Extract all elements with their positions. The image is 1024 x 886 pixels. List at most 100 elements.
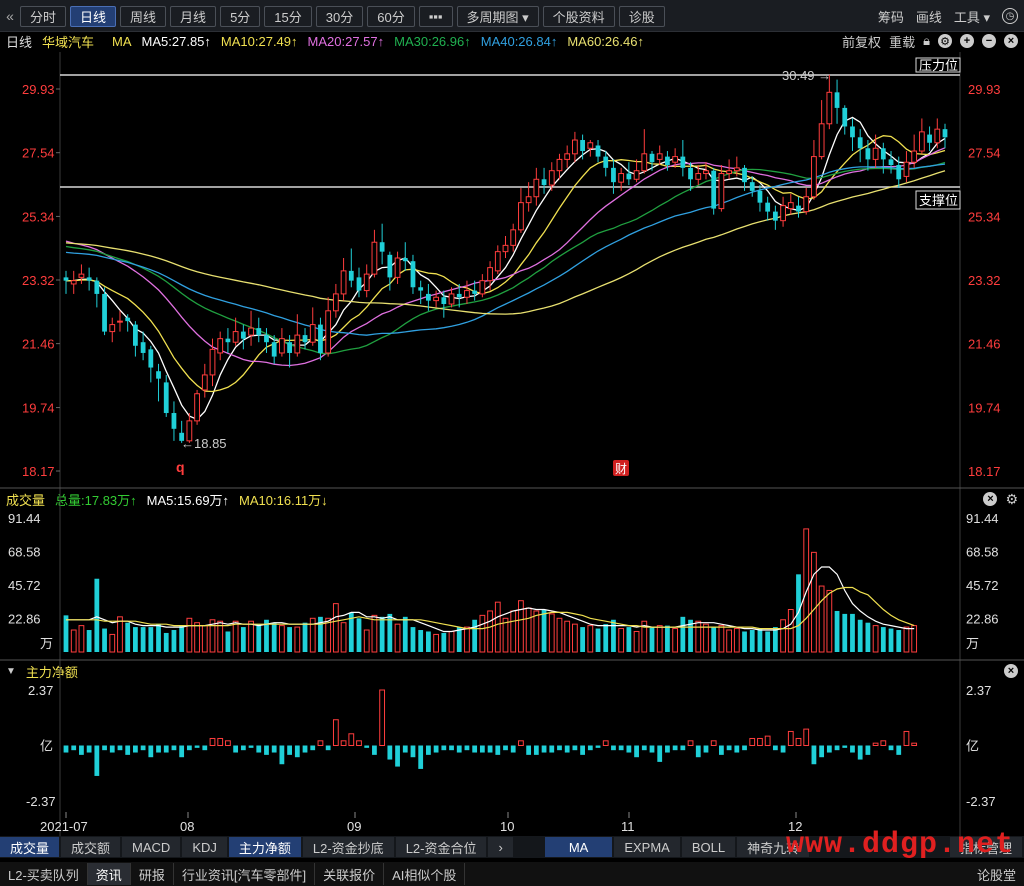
indicator-tab-5[interactable]: L2-资金抄底: [302, 837, 394, 857]
info-tab-2[interactable]: 研报: [131, 863, 174, 885]
period-button-0[interactable]: 分时: [20, 5, 67, 27]
stock-name[interactable]: 华域汽车: [42, 34, 95, 50]
volume-bar: [556, 617, 563, 653]
volume-ma5: MA5:15.69万↑: [146, 492, 230, 508]
volume-bar: [371, 614, 378, 653]
support-label: 支撑位: [919, 193, 958, 208]
flow-bar: [125, 745, 131, 755]
volume-tick-left: 91.44: [8, 511, 41, 526]
candle-body: [726, 170, 732, 175]
candle-body: [148, 349, 154, 368]
period-button-11[interactable]: 诊股: [618, 5, 665, 27]
adjust-mode-button[interactable]: 前复权: [842, 34, 882, 50]
period-button-1[interactable]: 日线: [70, 5, 117, 27]
info-tab-6[interactable]: 论股堂: [976, 867, 1016, 883]
info-tab-1[interactable]: 资讯: [87, 863, 131, 885]
flow-bar: [888, 745, 894, 751]
indicator-name[interactable]: MA: [112, 33, 132, 49]
flow-close-icon[interactable]: ×: [1004, 664, 1018, 678]
period-button-10[interactable]: 个股资料: [542, 5, 615, 27]
toolbar-draw-button[interactable]: 画线: [915, 9, 942, 25]
volume-tick-left: 68.58: [8, 545, 41, 560]
flow-title[interactable]: 主力净额: [25, 664, 78, 680]
kline-chart-area[interactable]: 29.93 29.93 27.54 27.54 25.34 25.34 23.32 23.32…: [0, 0, 1024, 836]
indicator-tab-9[interactable]: EXPMA: [614, 837, 680, 857]
volume-bar: [880, 627, 886, 652]
volume-bar: [587, 625, 594, 653]
indicator-tab-3[interactable]: KDJ: [182, 837, 227, 857]
volume-title[interactable]: 成交量: [6, 492, 46, 508]
volume-bar: [287, 627, 292, 652]
flow-bar: [148, 745, 154, 758]
candle-body: [556, 158, 563, 172]
period-button-4[interactable]: 5分: [220, 5, 261, 27]
volume-bar: [70, 629, 77, 653]
volume-bar: [279, 625, 285, 653]
clock-icon[interactable]: ◷: [1002, 8, 1018, 24]
indicator-tab-1[interactable]: 成交额: [61, 837, 121, 857]
candle-body: [857, 137, 863, 149]
candle-body: [402, 258, 408, 262]
add-icon[interactable]: +: [960, 34, 974, 48]
candle-body: [86, 277, 92, 281]
candle-body: [186, 420, 193, 442]
settings-icon[interactable]: ⚙: [938, 34, 952, 48]
price-tick-right: 29.93: [968, 82, 1001, 97]
flow-bar: [63, 745, 69, 753]
volume-bar: [448, 630, 455, 653]
period-button-2[interactable]: 周线: [120, 5, 167, 27]
indicator-tab-2[interactable]: MACD: [122, 837, 181, 857]
indicator-tab-8[interactable]: MA: [544, 837, 613, 857]
volume-bar: [688, 619, 693, 652]
volume-bar: [765, 631, 771, 652]
indicator-tab-0[interactable]: 成交量: [0, 837, 60, 857]
info-tab-0[interactable]: L2-买卖队列: [0, 863, 88, 885]
ma10-value: MA10:27.49↑: [220, 33, 298, 49]
candle-body: [156, 371, 161, 379]
info-tab-5[interactable]: AI相似个股: [384, 863, 466, 885]
period-button-6[interactable]: 30分: [315, 5, 364, 27]
indicator-tab-6[interactable]: L2-资金合位: [395, 837, 487, 857]
volume-bar: [695, 620, 702, 653]
indicator-tab-12[interactable]: 指标管理: [949, 837, 1022, 857]
indicator-tab-4[interactable]: 主力净额: [228, 837, 301, 857]
lock-icon[interactable]: 🔒︎: [923, 33, 930, 48]
indicator-tab-11[interactable]: 神奇九转: [737, 837, 810, 857]
period-label: 日线: [6, 34, 33, 50]
info-tab-3[interactable]: 行业资讯[汽车零部件]: [174, 863, 316, 885]
collapse-left-icon[interactable]: «: [6, 8, 14, 24]
candle-body: [117, 320, 123, 323]
info-tabbar: L2-买卖队列 资讯 研报 行业资讯[汽车零部件] 关联报价 AI相似个股 论股堂: [0, 862, 1024, 886]
indicator-tab-10[interactable]: BOLL: [681, 837, 736, 857]
indicator-tab-7[interactable]: ›: [488, 837, 513, 857]
info-tab-4[interactable]: 关联报价: [315, 863, 385, 885]
ma20-value: MA20:27.57↑: [307, 33, 385, 49]
period-button-9[interactable]: 多周期图 ▾: [456, 5, 539, 27]
close-icon[interactable]: ×: [1004, 34, 1018, 48]
flow-bar: [710, 740, 717, 747]
toolbar-tools-button[interactable]: 工具 ▾: [953, 9, 990, 25]
collapse-down-icon[interactable]: ▼: [6, 665, 16, 677]
candle-body: [772, 211, 778, 221]
candle-body: [287, 342, 292, 353]
resistance-label: 压力位: [919, 58, 958, 73]
candle-body: [603, 156, 609, 168]
candle-body: [194, 393, 200, 422]
volume-settings-icon[interactable]: ⚙: [1005, 490, 1018, 507]
candle-body: [572, 139, 578, 155]
volume-bar: [387, 613, 393, 652]
volume-bar: [209, 619, 216, 653]
toolbar-chip-button[interactable]: 筹码: [877, 9, 904, 25]
candle-body: [133, 324, 138, 346]
remove-icon[interactable]: −: [982, 34, 996, 48]
flow-bar: [541, 745, 547, 753]
finance-marker: 财: [615, 462, 627, 476]
flow-bar: [742, 745, 747, 751]
period-button-8[interactable]: ▪▪▪: [418, 5, 453, 27]
reload-button[interactable]: 重载: [889, 34, 916, 50]
volume-close-icon[interactable]: ×: [983, 492, 998, 506]
period-button-7[interactable]: 60分: [367, 5, 415, 27]
volume-legend-controls: × ⚙: [975, 490, 1018, 508]
period-button-3[interactable]: 月线: [170, 5, 217, 27]
period-button-5[interactable]: 15分: [264, 5, 312, 27]
